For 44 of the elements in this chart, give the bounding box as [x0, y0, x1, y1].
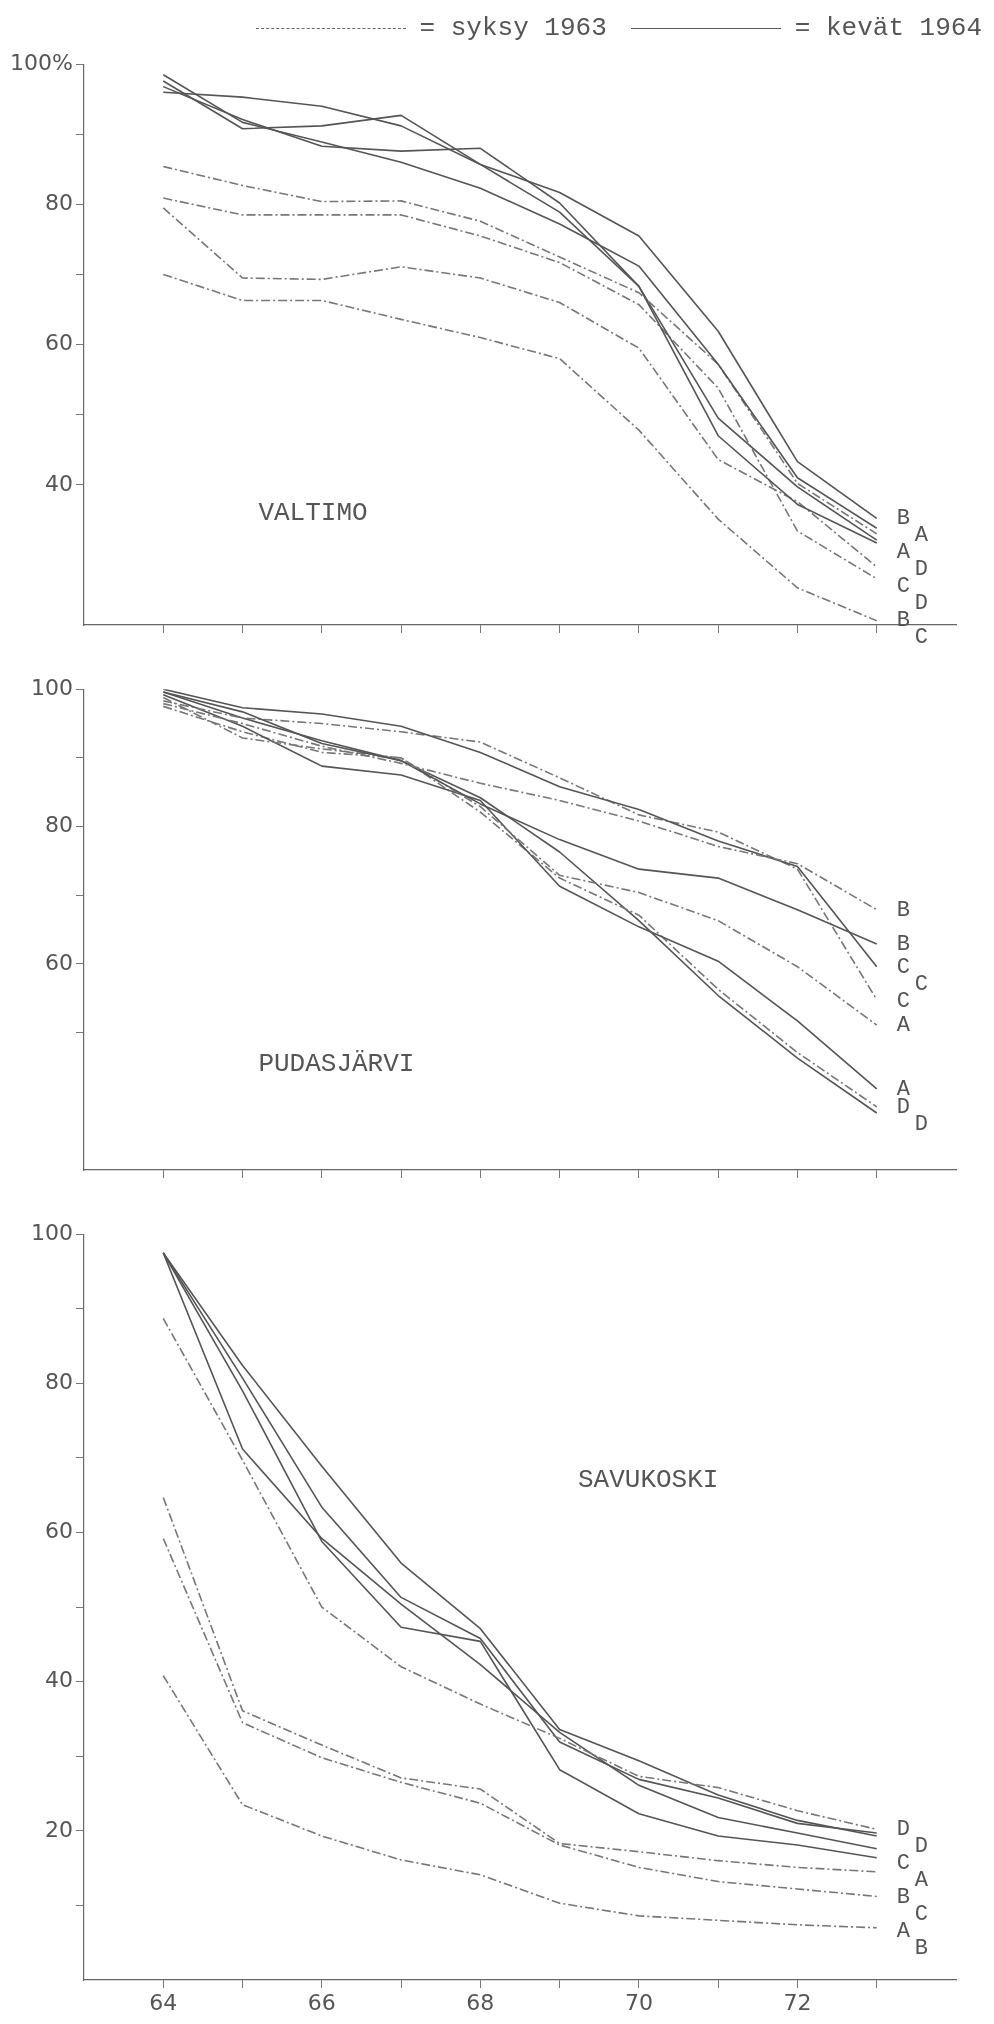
text: D — [914, 591, 928, 617]
annotation: C — [914, 971, 928, 997]
series-label: C — [896, 574, 910, 600]
y-tick-label: 100 — [31, 674, 73, 700]
y-tick-label: 40 — [45, 1667, 73, 1693]
series-label: C — [896, 954, 910, 980]
text: PUDASJÄRVI — [258, 1049, 415, 1080]
x-tick-label: 70 — [624, 1989, 653, 2015]
y-tick-label: 60 — [45, 949, 73, 975]
series-label: C — [896, 988, 910, 1014]
y-tick-label: 40 — [45, 470, 73, 496]
series-label: A — [896, 540, 911, 566]
series-label: C — [914, 625, 928, 651]
x-tick-label: 72 — [783, 1989, 812, 2015]
series-label: C — [896, 1851, 910, 1877]
y-tick-label: 80 — [45, 812, 73, 838]
series-label: A — [914, 1868, 929, 1894]
y-tick-label: 20 — [45, 1816, 73, 1842]
y-tick-label: 80 — [45, 190, 73, 216]
y-tick-label: 60 — [45, 330, 73, 356]
series-label: D — [896, 1817, 910, 1843]
series-label: B — [896, 1885, 910, 1911]
series-label: B — [914, 1936, 928, 1962]
text: = kevät 1964 — [794, 13, 982, 43]
series-label: D — [914, 1111, 928, 1137]
series-label: D — [914, 1834, 928, 1860]
series-label: B — [896, 897, 910, 923]
series-label: A — [896, 1919, 911, 1945]
series-label: A — [914, 523, 929, 549]
y-tick-label: 60 — [45, 1518, 73, 1544]
y-tick-label: 80 — [45, 1369, 73, 1395]
series-label: B — [896, 506, 910, 532]
text: SAVUKOSKI — [578, 1465, 719, 1496]
series-label: A — [896, 1012, 911, 1038]
series-label: B — [896, 931, 910, 957]
y-tick-label: 100 — [31, 1219, 73, 1245]
x-tick-label: 68 — [466, 1989, 495, 2015]
text: = syksy 1963 — [419, 13, 607, 43]
y-tick-label: 100% — [10, 49, 73, 75]
text: VALTIMO — [258, 497, 368, 528]
x-tick-label: 64 — [149, 1989, 178, 2015]
series-label: D — [914, 557, 928, 583]
x-tick-label: 66 — [307, 1989, 336, 2015]
text: C — [914, 1902, 928, 1928]
